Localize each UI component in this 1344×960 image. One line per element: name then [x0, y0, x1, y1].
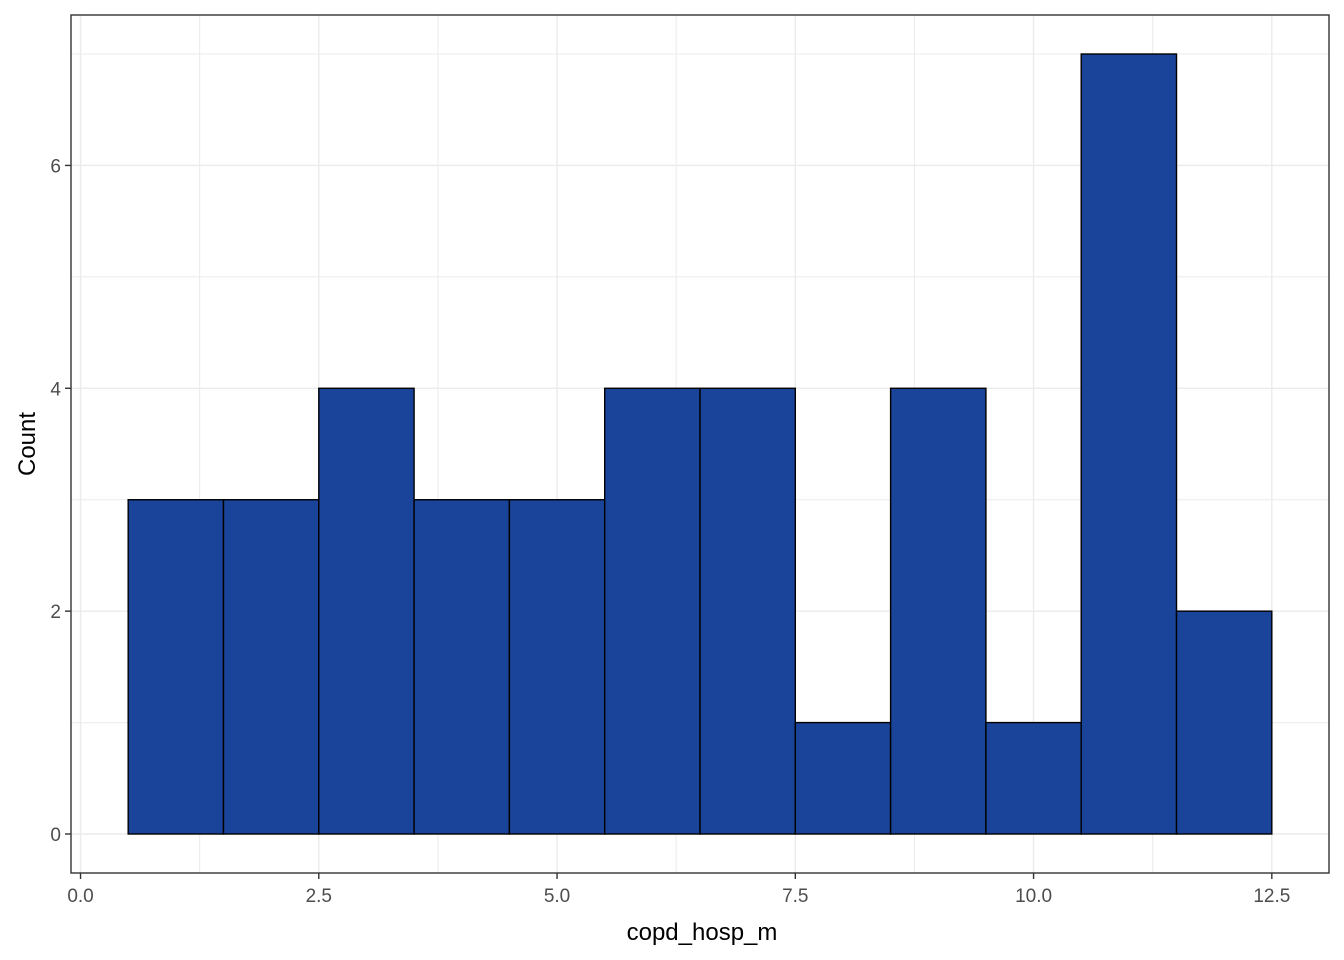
panel-border — [70, 14, 1330, 874]
y-tick-label: 4 — [50, 379, 61, 400]
y-tick-label: 2 — [50, 602, 61, 623]
histogram-bar — [985, 721, 1082, 835]
x-axis-title: copd_hosp_m — [627, 919, 778, 946]
x-tick-label: 12.5 — [1253, 886, 1290, 907]
histogram-bar — [603, 387, 701, 835]
x-tick-label: 0.0 — [67, 886, 93, 907]
y-tick-label: 0 — [50, 825, 61, 846]
histogram-bars — [127, 53, 1273, 835]
histogram-bar — [794, 721, 892, 835]
y-tick-label: 6 — [50, 156, 61, 177]
histogram-bar — [1080, 53, 1178, 835]
histogram-bar — [318, 387, 415, 835]
x-tick-label: 2.5 — [306, 886, 332, 907]
histogram-bar — [413, 499, 511, 835]
histogram-bar — [699, 387, 797, 835]
y-axis-title: Count — [14, 412, 41, 476]
x-tick-label: 5.0 — [544, 886, 570, 907]
histogram-bar — [222, 499, 320, 835]
histogram-bar — [889, 387, 987, 835]
x-axis: 0.0 2.5 5.0 7.5 10.0 12.5 — [67, 873, 1290, 907]
x-tick-label: 7.5 — [782, 886, 808, 907]
y-axis: 0 2 4 6 — [50, 156, 71, 846]
histogram-bar — [508, 499, 606, 835]
x-tick-label: 10.0 — [1015, 886, 1052, 907]
histogram-bar — [1175, 610, 1273, 835]
histogram-bar — [127, 499, 225, 835]
